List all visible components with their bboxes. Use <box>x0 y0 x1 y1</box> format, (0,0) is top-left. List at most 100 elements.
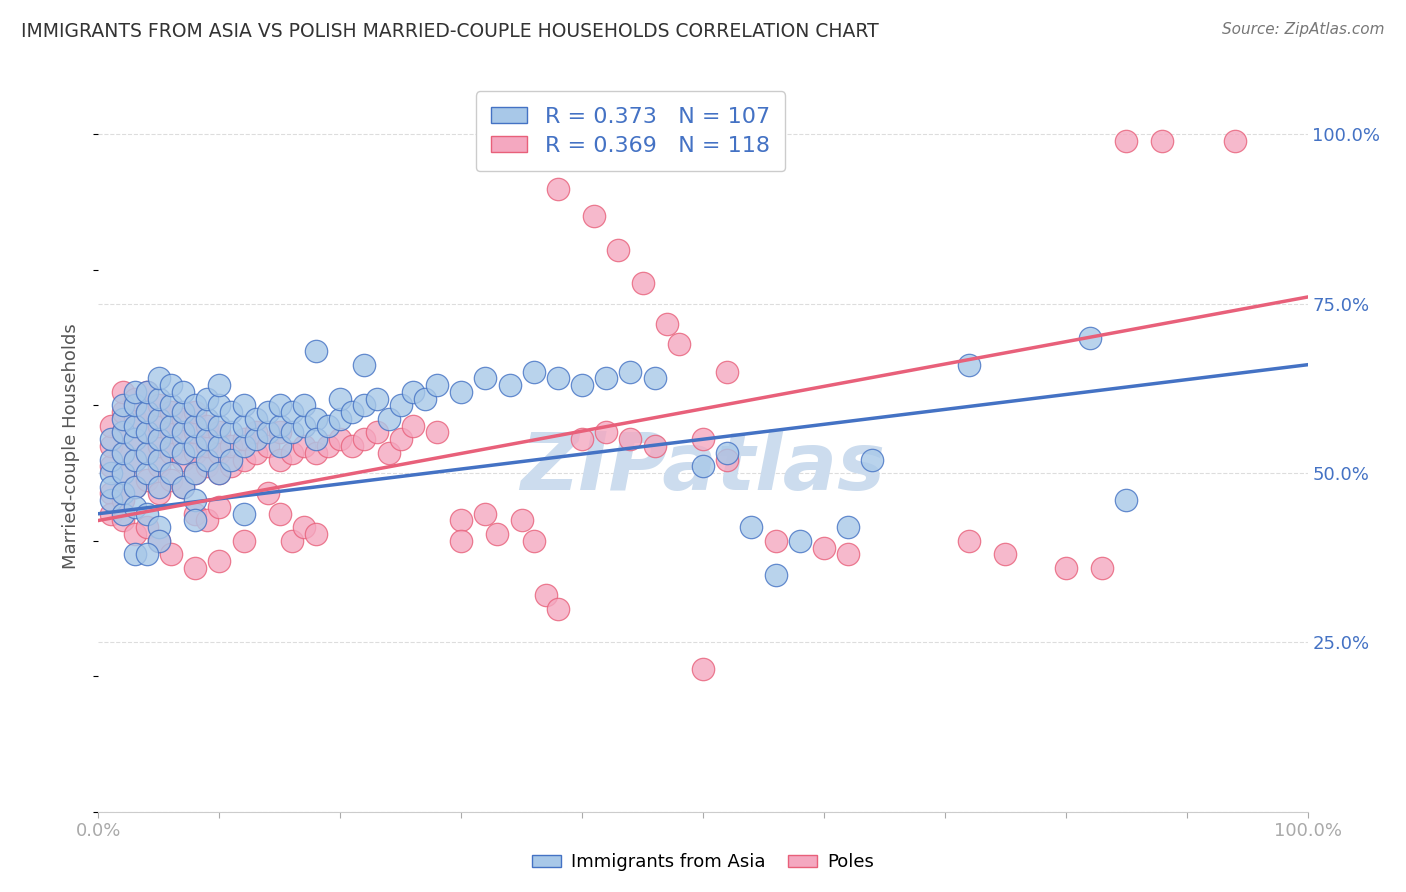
Point <box>692 432 714 446</box>
Point <box>837 547 859 561</box>
Point <box>135 405 157 419</box>
Point <box>245 432 267 446</box>
Point <box>389 432 412 446</box>
Point <box>547 371 569 385</box>
Point <box>148 533 170 548</box>
Point <box>100 459 122 474</box>
Point <box>232 439 254 453</box>
Point <box>342 405 364 419</box>
Text: Source: ZipAtlas.com: Source: ZipAtlas.com <box>1222 22 1385 37</box>
Point <box>148 371 170 385</box>
Point <box>523 364 546 378</box>
Point <box>184 466 207 480</box>
Point <box>160 473 183 487</box>
Point <box>860 452 883 467</box>
Point <box>148 452 170 467</box>
Point <box>160 425 183 440</box>
Point <box>195 418 218 433</box>
Point <box>148 418 170 433</box>
Point <box>184 493 207 508</box>
Point <box>184 405 207 419</box>
Point <box>547 601 569 615</box>
Point <box>232 432 254 446</box>
Point <box>100 480 122 494</box>
Point <box>160 405 183 419</box>
Point <box>232 398 254 412</box>
Point <box>172 480 194 494</box>
Point <box>474 371 496 385</box>
Point <box>172 405 194 419</box>
Point <box>208 466 231 480</box>
Point <box>148 486 170 500</box>
Point <box>329 392 352 406</box>
Point <box>160 398 183 412</box>
Point <box>232 533 254 548</box>
Point <box>957 358 980 372</box>
Point <box>111 493 134 508</box>
Point <box>135 384 157 399</box>
Point <box>148 480 170 494</box>
Point <box>148 432 170 446</box>
Point <box>292 418 315 433</box>
Point <box>184 398 207 412</box>
Point <box>111 412 134 426</box>
Point <box>413 392 436 406</box>
Point <box>124 527 146 541</box>
Point <box>124 432 146 446</box>
Point <box>148 520 170 534</box>
Point <box>111 446 134 460</box>
Point <box>329 412 352 426</box>
Point <box>148 459 170 474</box>
Point <box>353 432 375 446</box>
Point <box>160 446 183 460</box>
Point <box>124 432 146 446</box>
Point <box>583 209 606 223</box>
Point <box>571 432 593 446</box>
Point <box>184 446 207 460</box>
Point <box>426 425 449 440</box>
Point <box>269 418 291 433</box>
Point <box>292 520 315 534</box>
Point <box>329 432 352 446</box>
Point <box>221 452 243 467</box>
Point <box>148 533 170 548</box>
Point <box>124 480 146 494</box>
Point <box>644 371 666 385</box>
Point <box>172 432 194 446</box>
Point <box>124 412 146 426</box>
Point <box>100 418 122 433</box>
Point <box>221 405 243 419</box>
Point <box>100 466 122 480</box>
Point <box>124 480 146 494</box>
Point <box>124 384 146 399</box>
Point <box>692 459 714 474</box>
Point <box>607 148 630 162</box>
Point <box>498 378 520 392</box>
Point <box>100 432 122 446</box>
Point <box>172 384 194 399</box>
Point <box>269 507 291 521</box>
Point <box>619 364 641 378</box>
Point <box>789 533 811 548</box>
Point <box>111 384 134 399</box>
Point <box>765 567 787 582</box>
Point <box>644 439 666 453</box>
Point <box>195 459 218 474</box>
Point <box>100 493 122 508</box>
Point <box>124 452 146 467</box>
Point <box>135 425 157 440</box>
Point <box>474 507 496 521</box>
Point <box>111 466 134 480</box>
Point <box>292 398 315 412</box>
Point <box>208 500 231 514</box>
Point <box>208 466 231 480</box>
Point <box>208 418 231 433</box>
Point <box>366 392 388 406</box>
Point <box>450 384 472 399</box>
Point <box>631 277 654 291</box>
Point <box>1223 134 1246 148</box>
Point <box>195 514 218 528</box>
Y-axis label: Married-couple Households: Married-couple Households <box>62 323 80 569</box>
Point <box>135 425 157 440</box>
Point <box>111 514 134 528</box>
